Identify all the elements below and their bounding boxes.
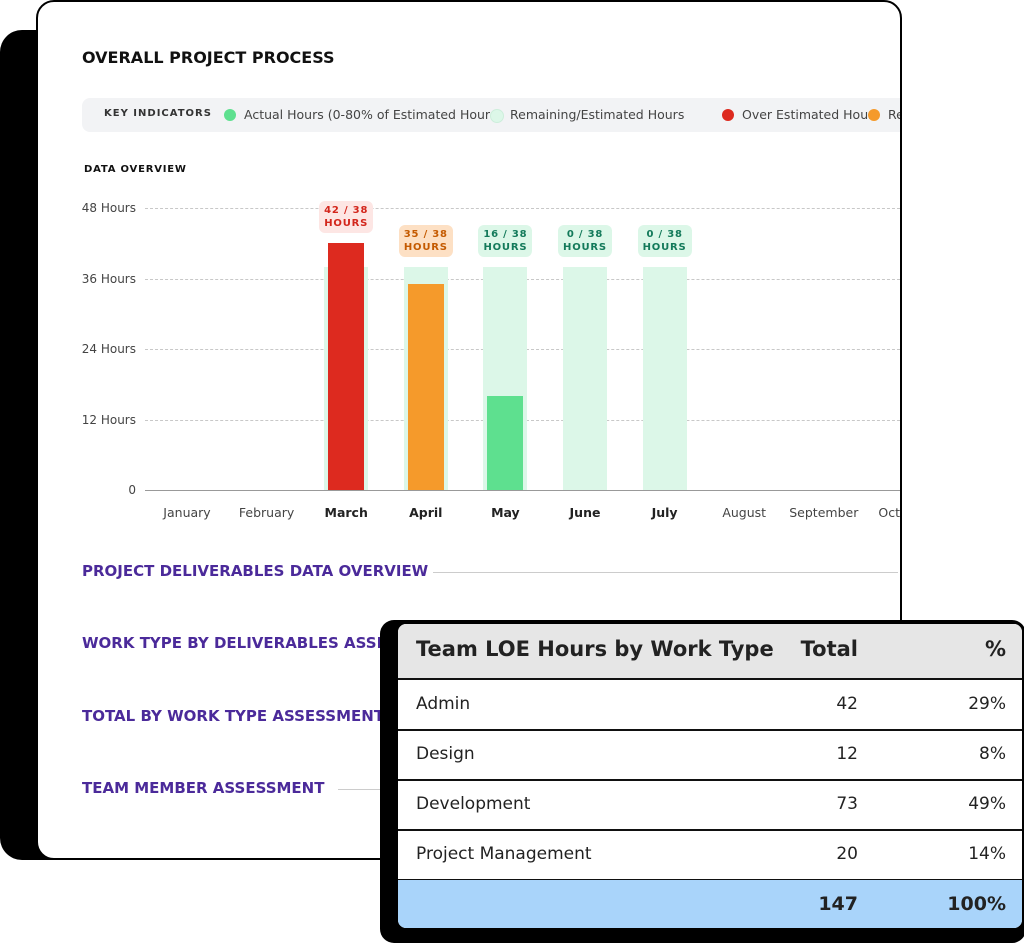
section-link[interactable]: TOTAL BY WORK TYPE ASSESSMENT xyxy=(82,707,385,725)
y-tick-label: 24 Hours xyxy=(81,342,136,356)
value-label: 42 / 38 HOURS xyxy=(319,201,374,234)
total-percent: 100% xyxy=(947,893,1006,915)
y-tick-label: 12 Hours xyxy=(81,412,136,427)
row-percent: 49% xyxy=(968,794,1006,814)
x-tick-label: February xyxy=(238,505,295,520)
row-percent: 8% xyxy=(979,744,1006,764)
row-percent: 14% xyxy=(968,844,1006,864)
row-total: 12 xyxy=(836,744,858,764)
total-row: 147 100% xyxy=(398,880,1022,928)
value-label: 16 / 38 HOURS xyxy=(478,224,533,257)
value-label: 0 / 38 HOURS xyxy=(558,224,612,257)
key-indicators-label: KEY INDICATORS xyxy=(104,108,212,119)
section-divider xyxy=(433,572,898,573)
row-total: 20 xyxy=(836,844,858,864)
grid-line xyxy=(145,208,900,209)
section-link[interactable]: PROJECT DELIVERABLES DATA OVERVIEW xyxy=(82,562,429,580)
legend-label: Re xyxy=(888,107,900,122)
row-total: 42 xyxy=(836,694,858,714)
x-tick-label: May xyxy=(491,505,520,520)
legend-swatch xyxy=(868,109,880,121)
axis-line xyxy=(145,490,900,491)
header-cell: Total xyxy=(800,637,858,661)
estimated-bar xyxy=(563,266,607,490)
actual-bar xyxy=(487,396,524,490)
legend-label: Remaining/Estimated Hours xyxy=(510,107,685,122)
table-row: Development 73 49% xyxy=(398,780,1022,831)
section-link[interactable]: WORK TYPE BY DELIVERABLES ASSESSMENT xyxy=(82,634,456,652)
legend-swatch xyxy=(490,109,504,123)
legend-swatch xyxy=(722,109,734,121)
estimated-bar xyxy=(642,266,687,490)
x-tick-label: October xyxy=(878,505,900,520)
value-label: 35 / 38 HOURS xyxy=(398,224,453,257)
legend-label: Over Estimated Hours xyxy=(742,107,880,122)
y-tick-label: 48 Hours xyxy=(81,201,136,215)
actual-bar xyxy=(407,284,444,490)
key-indicators: KEY INDICATORS Actual Hours (0-80% of Es… xyxy=(82,98,900,132)
table-row: Design 12 8% xyxy=(398,730,1022,781)
chart-label: DATA OVERVIEW xyxy=(84,164,187,175)
row-percent: 29% xyxy=(968,694,1006,714)
header-cell: Team LOE Hours by Work Type xyxy=(416,637,774,661)
header-cell: % xyxy=(984,637,1006,661)
row-label: Project Management xyxy=(416,844,592,864)
section-link[interactable]: TEAM MEMBER ASSESSMENT xyxy=(82,779,325,797)
row-label: Admin xyxy=(416,694,471,714)
y-tick-label: 0 xyxy=(128,483,136,497)
table-row: Project Management 20 14% xyxy=(398,830,1022,881)
y-tick-label: 36 Hours xyxy=(81,271,136,286)
table-header: Team LOE Hours by Work Type Total % xyxy=(398,624,1022,680)
row-label: Design xyxy=(416,744,475,764)
actual-bar xyxy=(328,243,365,490)
panel-title: OVERALL PROJECT PROCESS xyxy=(82,48,335,67)
x-tick-label: July xyxy=(651,505,678,520)
table-row: Admin 42 29% xyxy=(398,680,1022,731)
x-tick-label: March xyxy=(324,505,368,520)
x-tick-label: September xyxy=(789,505,859,520)
legend-label: Actual Hours (0-80% of Estimated Hour xyxy=(244,107,491,122)
row-total: 73 xyxy=(836,794,858,814)
row-label: Development xyxy=(416,794,531,814)
x-tick-label: June xyxy=(569,505,601,520)
value-label: 0 / 38 HOURS xyxy=(637,224,692,257)
legend-swatch xyxy=(224,109,236,121)
table-card: Team LOE Hours by Work Type Total % Admi… xyxy=(396,622,1024,930)
x-tick-label: August xyxy=(722,505,767,520)
total-cell: 147 xyxy=(818,893,858,915)
chart: 0 12 Hours 24 Hours 36 Hours 48 Hours January… xyxy=(38,2,900,532)
x-tick-label: April xyxy=(409,505,443,520)
x-tick-label: January xyxy=(163,505,211,520)
